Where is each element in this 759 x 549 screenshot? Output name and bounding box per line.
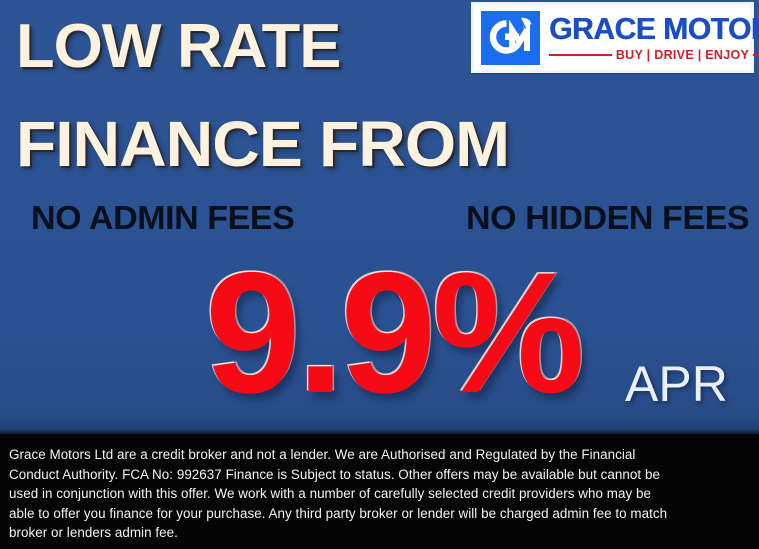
logo-brand-name: GRACE MOTORS — [549, 11, 759, 46]
tagline-rule-left — [549, 54, 612, 56]
disclaimer-line: Conduct Authority. FCA No: 992637 Financ… — [9, 466, 660, 482]
headline-finance-from: FINANCE FROM — [16, 108, 510, 180]
logo-tagline: BUY | DRIVE | ENJOY — [615, 48, 750, 62]
logo-wordmark: GRACE MOTORS LTD BUY | DRIVE | ENJOY — [540, 11, 759, 65]
rate-unit-apr: APR — [625, 356, 728, 412]
grace-motors-logo: GRACE MOTORS LTD BUY | DRIVE | ENJOY — [471, 2, 759, 73]
disclaimer-line: able to offer you finance for your purch… — [9, 505, 668, 521]
callout-no-hidden-fees: NO HIDDEN FEES — [466, 199, 750, 236]
callout-no-admin-fees: NO ADMIN FEES — [31, 199, 295, 236]
rate-value: 9.9% — [205, 237, 585, 429]
disclaimer-line: broker or lenders admin fee. — [9, 525, 178, 541]
tagline-rule-right — [753, 54, 759, 56]
rate-block: 9.9% APR — [0, 247, 759, 422]
gm-monogram-icon — [481, 10, 540, 65]
disclaimer-line: Grace Motors Ltd are a credit broker and… — [9, 447, 636, 462]
disclaimer-line: used in conjunction with this offer. We … — [9, 486, 652, 502]
disclaimer-block: Grace Motors Ltd are a credit broker and… — [0, 434, 759, 549]
headline-low-rate: LOW RATE — [16, 12, 341, 81]
